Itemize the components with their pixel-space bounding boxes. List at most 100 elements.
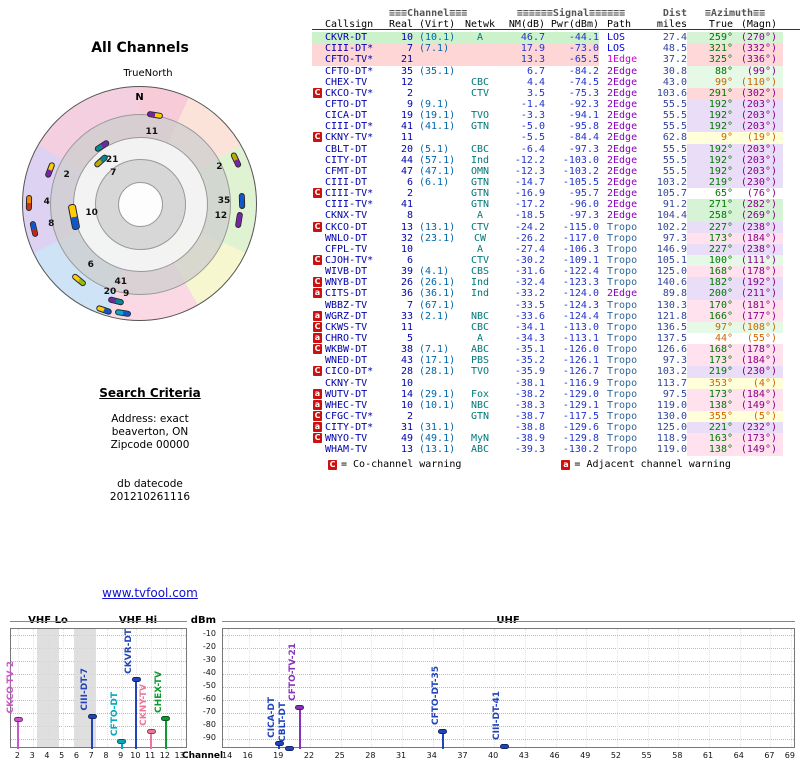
cell-real-channel: 31	[389, 422, 415, 434]
search-criteria: Search Criteria Address: exact beaverton…	[40, 386, 260, 504]
cell-azimuth-magnetic: (149°)	[733, 444, 783, 456]
cell-path: Tropo	[607, 422, 638, 434]
table-row: WNED-DT 43 (17.1) PBS -35.2 -126.1 Tropo 97.3 17…	[312, 355, 800, 367]
warning-marker	[312, 176, 325, 189]
table-row: C CICO-DT* 28 (28.1) TVO -35.9 -126.7 Tropo 103.…	[312, 366, 800, 378]
cell-path: Tropo	[607, 321, 638, 333]
cell-real-channel: 43	[389, 355, 415, 367]
cell-noise-margin: -1.4	[499, 98, 545, 111]
cell-azimuth-magnetic: (211°)	[733, 288, 783, 300]
cell-real-channel: 33	[389, 310, 415, 322]
station-marker	[146, 728, 156, 734]
cell-path: Tropo	[607, 232, 638, 244]
channel-tick-label: 22	[303, 751, 315, 760]
cell-distance: 137.5	[656, 332, 687, 344]
cell-azimuth-magnetic: (108°)	[733, 321, 783, 333]
table-row: C CIII-TV* 2 GTN -16.9 -95.7 2Edge 105.7 65° (76°…	[312, 188, 800, 200]
cell-distance: 146.9	[656, 243, 687, 255]
radar-title: All Channels	[91, 40, 189, 56]
station-label: CIII-DT-7	[80, 668, 91, 711]
cell-real-channel: 28	[389, 366, 415, 378]
table-row: C CJOH-TV* 6 CTV -30.2 -109.1 Tropo 105.1 100° (1…	[312, 254, 800, 267]
address-line: Zipcode 00000	[110, 439, 190, 451]
cell-noise-margin: -18.5	[499, 210, 545, 222]
cell-azimuth-magnetic: (192°)	[733, 277, 783, 289]
cell-virtual-channel: (10.1)	[415, 399, 461, 411]
cell-real-channel: 41	[389, 199, 415, 211]
cell-noise-margin: -39.3	[499, 444, 545, 456]
cell-power: -96.0	[545, 199, 599, 211]
cell-power: -97.3	[545, 143, 599, 155]
channel-marker	[229, 151, 242, 169]
cell-azimuth-magnetic: (184°)	[733, 355, 783, 367]
station-marker	[87, 714, 97, 720]
radar-section: All Channels TrueNorth N 11 2 35 12 21 7 2 4 8 10…	[10, 40, 270, 370]
dbm-tick-label: -70	[202, 706, 216, 716]
tvfool-link[interactable]: www.tvfool.com	[102, 586, 198, 600]
cell-distance: 103.2	[656, 366, 687, 378]
channel-marker-label: 10	[85, 207, 98, 218]
station-line	[120, 741, 123, 749]
station-line	[91, 716, 94, 749]
station-line	[298, 707, 301, 749]
cell-virtual-channel	[415, 87, 461, 99]
cell-real-channel: 49	[389, 433, 415, 445]
channel-tick-label: 40	[488, 751, 499, 760]
cell-path: Tropo	[607, 355, 638, 367]
cell-network	[461, 54, 499, 66]
cell-path: 2Edge	[607, 210, 638, 222]
cell-power: -95.8	[545, 121, 599, 133]
cell-noise-margin: 3.5	[499, 87, 545, 99]
cell-power: -126.7	[545, 366, 599, 378]
cell-power: -113.0	[545, 321, 599, 333]
cell-azimuth-true: 100°	[687, 254, 733, 267]
cell-network: TVO	[461, 110, 499, 122]
dbm-tick-label: -50	[202, 681, 216, 691]
cell-callsign: CFMT-DT	[325, 165, 389, 177]
cell-real-channel: 38	[389, 344, 415, 356]
cell-azimuth-true: 192°	[687, 121, 733, 133]
cell-distance: 105.7	[656, 188, 687, 200]
cell-real-channel: 6	[389, 254, 415, 267]
cell-power: -117.5	[545, 410, 599, 423]
cell-azimuth-true: 192°	[687, 165, 733, 177]
cell-distance: 55.5	[662, 143, 687, 155]
cell-azimuth-true: 88°	[687, 65, 733, 77]
dbm-tick-label: -30	[202, 655, 216, 665]
cell-path: Tropo	[607, 444, 638, 456]
cell-noise-margin: -6.4	[499, 143, 545, 155]
warning-marker	[312, 210, 325, 222]
channel-tick-label: 28	[365, 751, 376, 760]
cell-network: NBC	[461, 399, 499, 411]
channel-marker-label: 2	[216, 161, 223, 172]
cell-network: A	[461, 210, 499, 222]
warning-marker	[312, 43, 325, 55]
adjacent-channel-warning-icon: a	[561, 459, 571, 470]
cell-path: 2Edge	[607, 98, 638, 110]
cell-network: CTV	[461, 221, 499, 233]
station-marker	[295, 704, 305, 710]
station-marker	[274, 741, 284, 747]
table-row: a WGRZ-DT 33 (2.1) NBC -33.6 -124.4 Tropo 121.8 1…	[312, 310, 800, 322]
table-row: C CKNY-TV* 11 -5.5 -84.4 2Edge 62.8 9° (19°)	[312, 132, 800, 144]
channel-marker-label: 20	[103, 287, 117, 298]
cell-virtual-channel: (5.1)	[415, 143, 461, 155]
cell-path: Tropo	[607, 332, 638, 344]
cell-noise-margin: -33.6	[499, 310, 545, 322]
channel-axis-label: Channel	[182, 751, 224, 761]
cell-power: -44.1	[545, 32, 599, 44]
station-marker	[13, 717, 23, 723]
cell-path: Tropo	[607, 433, 638, 445]
cell-callsign: CIII-DT*	[325, 121, 389, 133]
table-row: C CKCO-DT 13 (13.1) CTV -24.2 -115.0 Tropo 102.2…	[312, 221, 800, 233]
cell-power: -73.0	[545, 43, 599, 55]
col-header-virt: (Virt)	[419, 19, 456, 30]
cell-virtual-channel: (47.1)	[415, 165, 461, 177]
channel-tick-label: 37	[457, 751, 468, 760]
cell-network	[461, 98, 499, 111]
cell-callsign: CFTO-TV*	[325, 54, 389, 66]
cell-real-channel: 36	[389, 288, 415, 300]
warning-marker: a	[312, 288, 325, 300]
channel-tick-label: 11	[145, 751, 156, 760]
cell-distance: 55.5	[662, 110, 687, 122]
